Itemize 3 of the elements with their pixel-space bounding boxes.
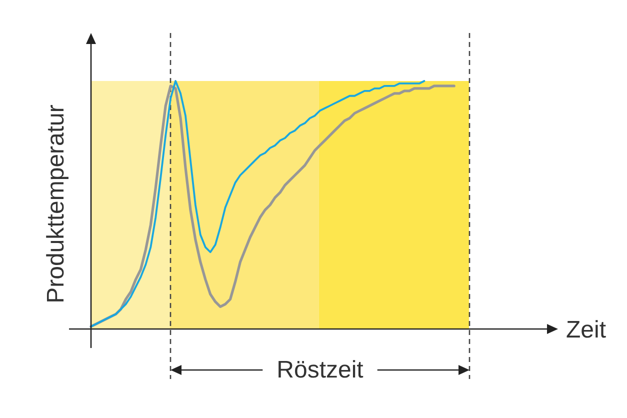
text: Röstzeit [276,356,364,384]
y-axis-title: Produkttemperatur [42,104,70,304]
x-axis-title: Zeit [566,316,606,344]
